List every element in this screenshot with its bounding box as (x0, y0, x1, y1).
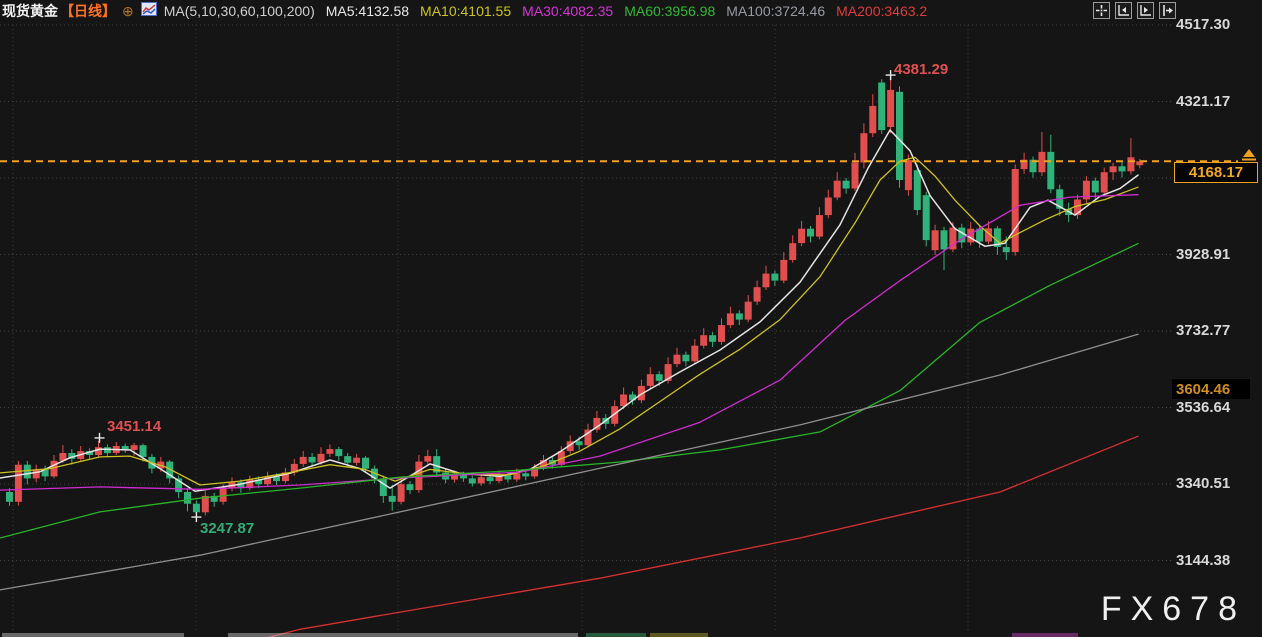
price-axis-tick: 3536.64 (1176, 398, 1231, 416)
price-axis[interactable]: 4517.30 4321.17 3928.91 3732.77 3536.64 3340.… (1156, 0, 1262, 637)
clipped-text-fragment (650, 633, 708, 637)
reference-price-label: 3604.46 (1172, 379, 1250, 399)
clipped-text-fragment (586, 633, 646, 637)
crosshair-icon (1096, 5, 1107, 16)
current-price-label: 4168.17 (1174, 162, 1258, 183)
svg-text:4381.29: 4381.29 (894, 61, 948, 78)
jump-latest-icon (1163, 5, 1173, 16)
ma-value-label: MA5:4132.58 (325, 3, 410, 19)
crosshair-button[interactable] (1093, 2, 1110, 19)
toolbar-button-group (1093, 2, 1176, 19)
ma-group-label: MA(5,10,30,60,100,200) (163, 3, 315, 19)
price-axis-tick: 3340.51 (1176, 475, 1231, 492)
price-axis-tick: 3928.91 (1176, 245, 1231, 263)
price-axis-tick: 4517.30 (1176, 16, 1231, 33)
clipped-text-fragment (1012, 633, 1078, 637)
price-axis-tick: 3144.38 (1176, 551, 1231, 569)
ma-value-label: MA100:3724.46 (726, 3, 826, 19)
watermark: FX678 (1100, 590, 1246, 628)
ma-value-label: MA30:4082.35 (522, 3, 614, 19)
clipped-text-fragment (228, 633, 578, 637)
chart-toolbar: 现货黄金 【日线】 ⊕ MA(5,10,30,60,100,200) MA5:4… (0, 0, 1262, 22)
chart-style-icon[interactable] (140, 2, 157, 21)
timeframe-label: 【日线】 (60, 3, 116, 19)
pan-left-icon (1118, 5, 1129, 16)
ma-value-label: MA10:4101.55 (420, 3, 512, 19)
ma-values-group: MA5:4132.58 MA10:4101.55 MA30:4082.35 MA60:… (315, 0, 927, 22)
clipped-text-fragment (2, 633, 184, 637)
svg-text:3451.14: 3451.14 (107, 418, 162, 435)
price-axis-tick: 4321.17 (1176, 92, 1231, 110)
price-axis-tick: 3732.77 (1176, 322, 1231, 339)
ma-value-label: MA60:3956.98 (624, 3, 716, 19)
symbol-title: 现货黄金 (2, 3, 58, 19)
pan-left-edge-button[interactable] (1115, 2, 1132, 19)
link-symbol-icon[interactable]: ⊕ (122, 3, 134, 19)
price-arrow-icon[interactable] (1240, 146, 1260, 167)
ma-value-label: MA200:3463.2 (836, 3, 928, 19)
jump-to-latest-button[interactable] (1159, 2, 1176, 19)
pan-right-icon (1140, 5, 1151, 16)
pan-right-edge-button[interactable] (1137, 2, 1154, 19)
svg-text:3247.87: 3247.87 (200, 520, 254, 537)
